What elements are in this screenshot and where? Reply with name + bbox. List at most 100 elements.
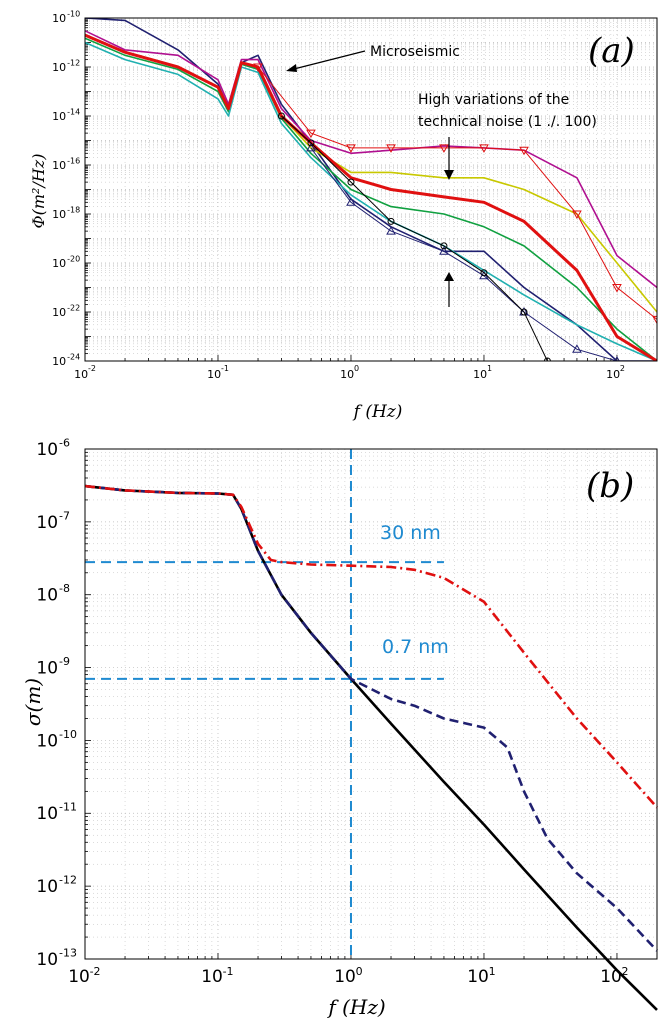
y-tick-label: 10: [36, 731, 58, 751]
marker-circle: [347, 178, 355, 186]
x-tick-exponent: 2: [620, 364, 625, 373]
marker-triangle-down: [572, 210, 582, 220]
plot-frame-b: [84, 448, 658, 960]
sigma-series-navy: [84, 484, 658, 952]
marker-triangle-up: [386, 226, 396, 235]
y-axis-label-b: σ(m): [21, 678, 45, 726]
y-tick-label: 10: [36, 950, 58, 970]
y-tick-label: 10: [52, 306, 66, 319]
marker-circle: [543, 357, 551, 361]
psd-series-navy-line: [310, 147, 618, 361]
panel-b: 10 -2 10 -1 10 0 10 1 10 2 10-1310-1210-1110-1010…: [21, 436, 658, 1019]
marker-triangle-down: [479, 144, 489, 153]
y-tick-exponent: -13: [59, 946, 77, 959]
psd-series-magenta: [85, 30, 657, 289]
annotations-b: 30 nm 0.7 nm: [380, 522, 449, 658]
x-tick-labels-a: 10 -2 10 -1 10 0 10 1 10 2: [74, 364, 625, 381]
y-tick-label: 10: [52, 355, 66, 368]
y-tick-exponent: -16: [67, 156, 80, 165]
x-tick-exponent: -1: [221, 364, 229, 373]
psd-series-black-line: [281, 115, 548, 361]
x-tick-label: 10: [334, 967, 356, 987]
marker-circle: [440, 242, 448, 250]
y-tick-label: 10: [52, 12, 66, 25]
annotation-high-variations-1: High variations of the: [418, 92, 569, 108]
annotations-a: Microseismic High variations of the techni…: [286, 44, 597, 307]
y-tick-label: 10: [52, 61, 66, 74]
marker-triangle-down: [346, 144, 356, 153]
marker-circle: [387, 217, 395, 225]
y-tick-exponent: -12: [67, 58, 80, 67]
y-tick-exponent: -11: [59, 801, 77, 814]
x-axis-label-b: f (Hz): [326, 995, 385, 1019]
marker-circle: [277, 112, 285, 120]
marker-triangle-down: [652, 315, 657, 325]
y-tick-exponent: -6: [59, 436, 70, 449]
x-tick-label: 10: [600, 967, 622, 987]
marker-triangle-down: [519, 146, 529, 156]
y-tick-label: 10: [36, 659, 58, 679]
panel-label-a: (a): [588, 31, 635, 71]
marker-circle: [480, 269, 488, 277]
x-tick-label: 10: [74, 368, 88, 381]
x-tick-label: 10: [473, 368, 487, 381]
y-tick-label: 10: [36, 440, 58, 460]
grid-a: [84, 17, 658, 362]
arrow-microseismic: [289, 50, 366, 71]
series-group-a: [85, 18, 657, 361]
x-tick-exponent: 0: [356, 965, 363, 978]
x-tick-label: 10: [467, 967, 489, 987]
y-tick-label: 10: [52, 159, 66, 172]
x-tick-labels-b: 10 -2 10 -1 10 0 10 1 10 2: [68, 965, 628, 987]
y-tick-exponent: -7: [59, 509, 70, 522]
marker-triangle-up: [306, 142, 316, 152]
psd-series-navy: [85, 18, 657, 361]
marker-triangle-up: [346, 197, 356, 206]
arrowhead-microseismic: [286, 64, 297, 72]
y-tick-label: 10: [52, 110, 66, 123]
marker-triangle-up: [572, 344, 582, 353]
x-tick-label: 10: [340, 368, 354, 381]
sigma-series-red: [84, 484, 658, 809]
marker-triangle-down: [306, 129, 316, 139]
y-tick-label: 10: [36, 877, 58, 897]
psd-series-teal: [85, 41, 657, 361]
annotation-0-7nm: 0.7 nm: [382, 636, 449, 658]
marker-triangle-down: [439, 144, 449, 153]
panel-label-b: (b): [586, 466, 634, 506]
x-tick-exponent: -2: [90, 965, 101, 978]
x-tick-exponent: 0: [354, 364, 359, 373]
y-tick-label: 10: [52, 257, 66, 270]
x-tick-label: 10: [201, 967, 223, 987]
psd-series-green: [85, 37, 657, 361]
marker-triangle-up: [439, 246, 449, 255]
x-tick-label: 10: [606, 368, 620, 381]
grid-b: [84, 448, 658, 960]
y-tick-exponent: -10: [59, 728, 77, 741]
arrowhead-high-variations-low: [444, 272, 454, 281]
series-group-b: [84, 484, 658, 1011]
panel-a: 10 -2 10 -1 10 0 10 1 10 2 10-2410-2210-2010-1810…: [29, 9, 658, 422]
x-tick-exponent: 1: [487, 364, 492, 373]
y-tick-exponent: -18: [67, 205, 80, 214]
annotation-microseismic: Microseismic: [370, 44, 460, 60]
annotation-high-variations-2: technical noise (1 ./. 100): [418, 114, 597, 130]
psd-series-yellow: [85, 34, 657, 313]
y-tick-label: 10: [52, 208, 66, 221]
marker-triangle-down: [253, 63, 263, 73]
x-tick-exponent: -2: [88, 364, 96, 373]
x-tick-exponent: 1: [489, 965, 496, 978]
y-tick-exponent: -8: [59, 582, 70, 595]
marker-triangle-down: [386, 144, 396, 153]
marker-circle: [307, 139, 315, 147]
y-tick-label: 10: [36, 513, 58, 533]
y-tick-label: 10: [36, 586, 58, 606]
y-tick-label: 10: [36, 804, 58, 824]
x-axis-label-a: f (Hz): [352, 402, 403, 422]
y-tick-exponent: -9: [59, 655, 70, 668]
y-tick-exponent: -12: [59, 874, 77, 887]
y-axis-label-a: Φ(m²/Hz): [29, 154, 48, 229]
